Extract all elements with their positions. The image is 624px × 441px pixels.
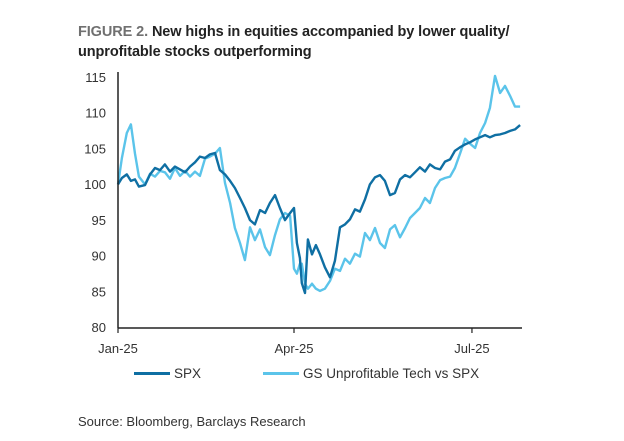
- chart-legend: SPX GS Unprofitable Tech vs SPX: [0, 366, 624, 386]
- legend-label-spx: SPX: [174, 366, 202, 381]
- y-tick-label: 100: [84, 177, 106, 192]
- series-lines: [116, 74, 521, 295]
- y-axis-ticks: 80 85 90 95 100 105 110 115: [84, 70, 106, 335]
- y-tick-label: 110: [85, 106, 106, 121]
- y-tick-label: 115: [85, 70, 106, 85]
- y-tick-label: 80: [92, 320, 106, 335]
- x-axis-ticks: Jan-25 Apr-25 Jul-25: [98, 328, 490, 356]
- figure-title-text: New highs in equities accompanied by low…: [78, 24, 510, 60]
- y-tick-label: 90: [92, 249, 106, 264]
- figure-label: FIGURE 2.: [78, 24, 148, 40]
- source-note: Source: Bloomberg, Barclays Research: [78, 414, 306, 429]
- y-tick-label: 105: [84, 141, 106, 156]
- x-tick-label: Jan-25: [98, 341, 138, 356]
- series-line-spx: [116, 124, 521, 295]
- legend-swatch-gs-unprofitable-tech: [263, 372, 299, 375]
- legend-item-spx: SPX: [134, 366, 201, 381]
- x-tick-label: Jul-25: [454, 341, 489, 356]
- series-line-gs-unprofitable-tech-vs-spx: [116, 74, 521, 293]
- y-tick-label: 85: [92, 284, 106, 299]
- y-tick-label: 95: [92, 213, 106, 228]
- figure-title: FIGURE 2. New highs in equities accompan…: [78, 22, 518, 62]
- legend-item-gs-unprofitable-tech: GS Unprofitable Tech vs SPX: [263, 366, 479, 381]
- legend-swatch-spx: [134, 372, 170, 375]
- legend-label-gs-unprofitable-tech: GS Unprofitable Tech vs SPX: [303, 366, 480, 381]
- x-tick-label: Apr-25: [274, 341, 313, 356]
